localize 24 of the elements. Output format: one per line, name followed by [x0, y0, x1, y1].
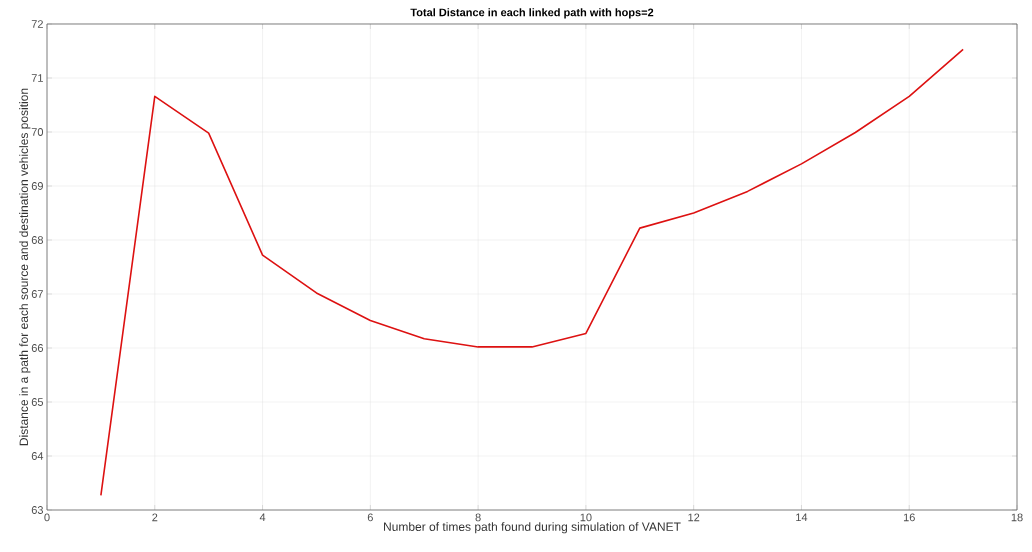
y-tick-label: 67 — [31, 290, 43, 298]
y-tick-label: 64 — [31, 452, 44, 460]
line-series — [100, 48, 964, 497]
y-tick-label: 72 — [31, 20, 43, 28]
x-tick-label: 4 — [259, 513, 266, 522]
x-tick-label: 2 — [152, 513, 158, 522]
x-tick-label: 0 — [44, 513, 50, 522]
x-tick-label: 16 — [903, 513, 915, 522]
x-tick-label: 14 — [796, 513, 808, 522]
x-tick-label: 18 — [1011, 513, 1023, 522]
x-axis-title: Number of times path found during simulation of VANET — [384, 522, 681, 534]
y-tick-label: 69 — [31, 182, 43, 190]
y-tick-label: 70 — [31, 128, 44, 136]
y-tick-label: 66 — [31, 344, 43, 352]
x-tick-label: 8 — [475, 513, 481, 522]
y-tick-label: 68 — [31, 236, 43, 244]
y-axis-title: Distance in a path for each source and destination vehicles position — [19, 88, 31, 446]
chart-title: Total Distance in each linked path with hops=2 — [410, 8, 654, 19]
x-tick-label: 10 — [580, 513, 592, 522]
y-tick-label: 63 — [31, 506, 43, 514]
y-tick-label: 71 — [31, 74, 43, 82]
y-tick-label: 65 — [31, 398, 44, 406]
x-tick-label: 12 — [688, 513, 700, 522]
x-tick-label: 6 — [367, 513, 373, 522]
